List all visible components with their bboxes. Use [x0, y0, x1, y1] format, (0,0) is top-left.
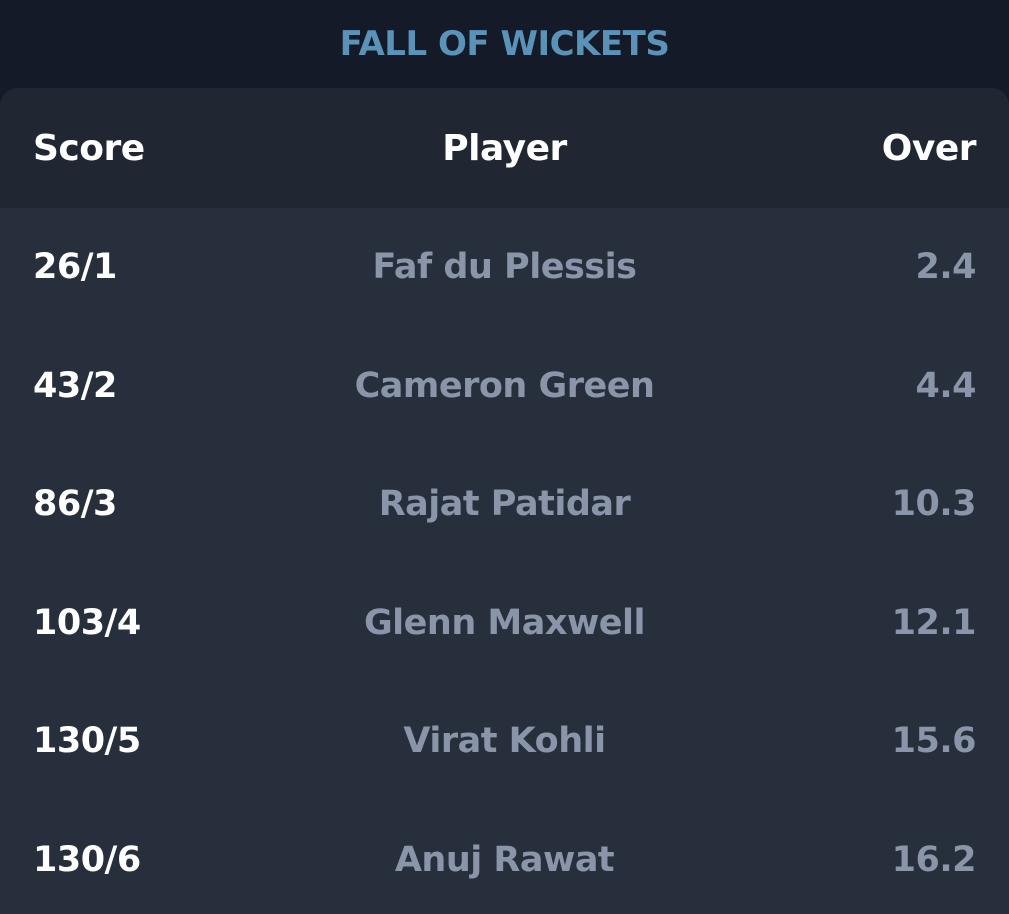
- over-cell: 15.6: [891, 721, 977, 762]
- score-cell: 130/6: [33, 839, 141, 880]
- header-score: Score: [33, 127, 145, 169]
- over-cell: 2.4: [915, 247, 976, 288]
- score-cell: 43/2: [33, 365, 117, 406]
- header-player: Player: [442, 127, 567, 169]
- section-title: FALL OF WICKETS: [339, 24, 670, 64]
- wickets-table: Score Player Over 26/1 Faf du Plessis 2.…: [0, 88, 1009, 914]
- over-cell: 10.3: [891, 484, 977, 525]
- player-cell: Anuj Rawat: [394, 839, 615, 880]
- player-cell: Virat Kohli: [403, 721, 606, 762]
- table-header: Score Player Over: [0, 88, 1009, 208]
- score-cell: 26/1: [33, 247, 117, 288]
- score-cell: 130/5: [33, 721, 141, 762]
- table-row: 130/6 Anuj Rawat 16.2: [0, 801, 1009, 914]
- table-row: 86/3 Rajat Patidar 10.3: [0, 445, 1009, 564]
- player-cell: Cameron Green: [354, 365, 655, 406]
- over-cell: 12.1: [891, 602, 977, 643]
- table-row: 130/5 Virat Kohli 15.6: [0, 682, 1009, 801]
- header-over: Over: [881, 127, 977, 169]
- score-cell: 103/4: [33, 602, 141, 643]
- score-cell: 86/3: [33, 484, 117, 525]
- player-cell: Rajat Patidar: [378, 484, 631, 525]
- over-cell: 16.2: [891, 839, 977, 880]
- table-row: 103/4 Glenn Maxwell 12.1: [0, 564, 1009, 683]
- title-bar: FALL OF WICKETS: [0, 0, 1009, 88]
- player-cell: Glenn Maxwell: [363, 602, 646, 643]
- table-row: 43/2 Cameron Green 4.4: [0, 327, 1009, 446]
- over-cell: 4.4: [915, 365, 976, 406]
- table-row: 26/1 Faf du Plessis 2.4: [0, 208, 1009, 327]
- player-cell: Faf du Plessis: [372, 247, 637, 288]
